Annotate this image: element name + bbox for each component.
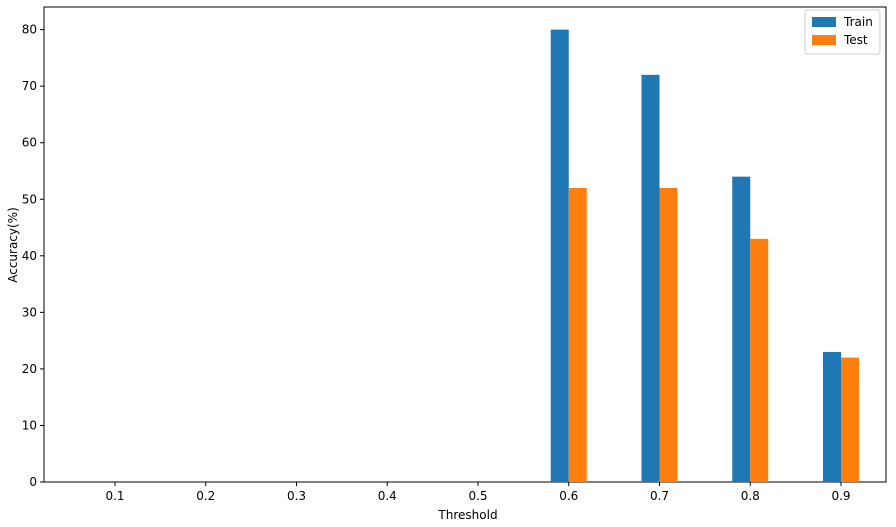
bar-train-0.8 (732, 176, 751, 482)
y-tick-label: 20 (22, 362, 37, 376)
y-axis: 0 10 20 30 40 50 60 70 80 (22, 23, 44, 489)
bar-test-0.6 (568, 187, 587, 482)
bar-train-0.7 (641, 74, 660, 482)
y-tick-label: 30 (22, 305, 37, 319)
x-axis-label: Threshold (437, 508, 497, 522)
x-tick-label: 0.2 (196, 489, 215, 503)
bar-train-0.9 (823, 351, 841, 482)
x-tick-label: 0.5 (468, 489, 487, 503)
x-tick-label: 0.4 (378, 489, 397, 503)
y-tick-label: 70 (22, 79, 37, 93)
legend-label-test: Test (843, 33, 868, 47)
x-tick-label: 0.1 (105, 489, 124, 503)
bar-test-0.8 (750, 238, 769, 482)
bar-test-0.7 (659, 187, 678, 482)
bars-layer (550, 29, 859, 482)
bar-test-0.9 (841, 357, 859, 482)
y-tick-label: 50 (22, 192, 37, 206)
y-tick-label: 60 (22, 136, 37, 150)
y-tick-label: 40 (22, 249, 37, 263)
legend-swatch-train (812, 17, 836, 27)
legend: Train Test (804, 9, 881, 55)
x-tick-label: 0.8 (741, 489, 760, 503)
bar-train-0.6 (550, 29, 569, 482)
y-tick-label: 80 (22, 23, 37, 37)
x-axis: 0.1 0.2 0.3 0.4 0.5 0.6 0.7 0.8 0.9 (105, 482, 851, 503)
x-tick-label: 0.6 (559, 489, 578, 503)
x-tick-label: 0.9 (831, 489, 850, 503)
x-tick-label: 0.7 (650, 489, 669, 503)
legend-swatch-test (812, 35, 836, 45)
y-axis-label: Accuracy(%) (6, 207, 20, 283)
y-tick-label: 0 (29, 475, 37, 489)
legend-label-train: Train (843, 15, 873, 29)
y-tick-label: 10 (22, 418, 37, 432)
x-tick-label: 0.3 (287, 489, 306, 503)
